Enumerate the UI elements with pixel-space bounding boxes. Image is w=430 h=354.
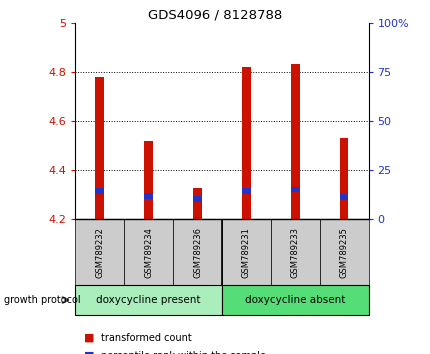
Bar <box>144 193 153 199</box>
Bar <box>193 188 202 219</box>
Text: ■: ■ <box>84 351 94 354</box>
Text: GSM789236: GSM789236 <box>193 227 202 278</box>
FancyBboxPatch shape <box>75 219 124 285</box>
Text: GSM789234: GSM789234 <box>144 227 153 278</box>
Text: ■: ■ <box>84 333 94 343</box>
FancyBboxPatch shape <box>221 219 270 285</box>
FancyBboxPatch shape <box>173 219 221 285</box>
FancyBboxPatch shape <box>124 219 173 285</box>
FancyBboxPatch shape <box>75 285 221 315</box>
FancyBboxPatch shape <box>221 285 368 315</box>
FancyBboxPatch shape <box>319 219 368 285</box>
Bar <box>95 77 104 219</box>
Bar <box>241 67 250 219</box>
Bar <box>339 138 348 219</box>
Bar <box>193 196 202 201</box>
Text: GDS4096 / 8128788: GDS4096 / 8128788 <box>148 9 282 22</box>
Text: GSM789232: GSM789232 <box>95 227 104 278</box>
Text: doxycycline present: doxycycline present <box>96 295 200 305</box>
Text: GSM789233: GSM789233 <box>290 227 299 278</box>
Text: GSM789231: GSM789231 <box>241 227 250 278</box>
Bar <box>95 188 104 194</box>
Text: doxycycline absent: doxycycline absent <box>245 295 344 305</box>
Bar <box>144 141 153 219</box>
Bar <box>339 194 348 200</box>
Text: percentile rank within the sample: percentile rank within the sample <box>101 351 266 354</box>
Bar <box>290 187 299 193</box>
Bar <box>241 188 250 194</box>
Text: GSM789235: GSM789235 <box>339 227 348 278</box>
Text: growth protocol: growth protocol <box>4 295 81 305</box>
Text: transformed count: transformed count <box>101 333 192 343</box>
FancyBboxPatch shape <box>270 219 319 285</box>
Bar <box>290 63 299 219</box>
